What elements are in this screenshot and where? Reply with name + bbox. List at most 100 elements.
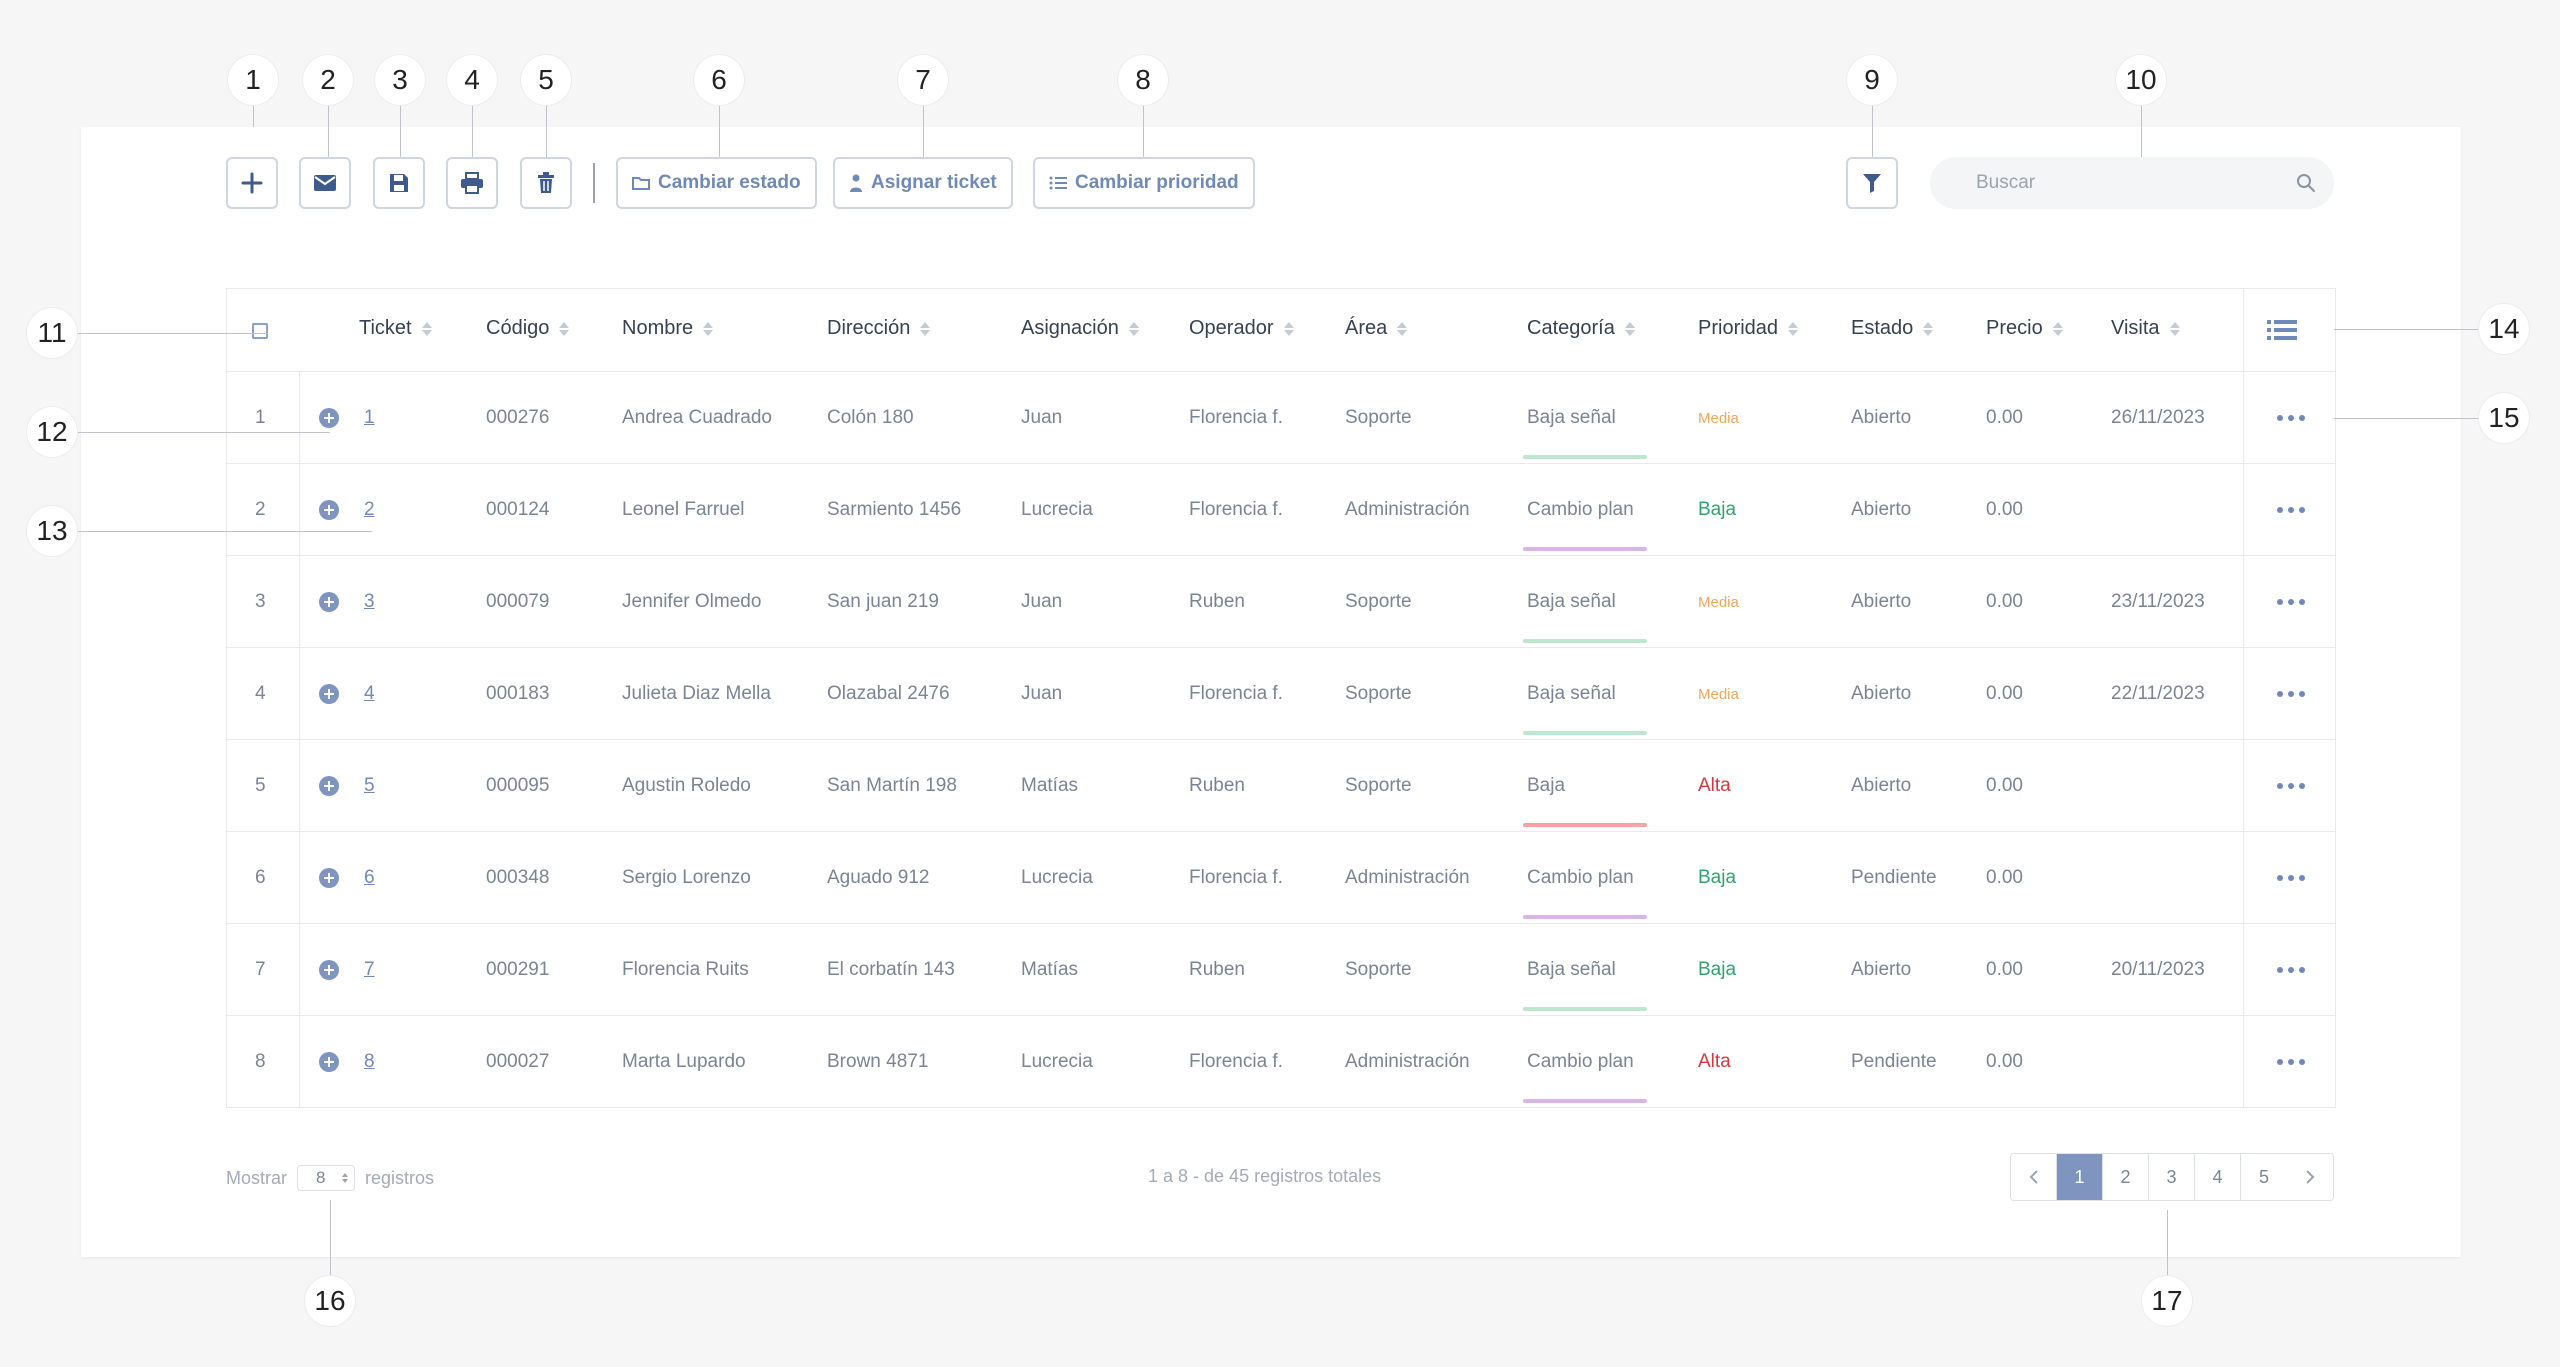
category-indicator <box>1523 1007 1647 1011</box>
assign-ticket-button[interactable]: Asignar ticket <box>833 157 1013 209</box>
table-row[interactable]: 5 5 000095 Agustin Roledo San Martín 198 Matí… <box>227 739 2335 832</box>
code-cell: 000276 <box>486 407 550 428</box>
code-cell: 000095 <box>486 775 550 796</box>
more-options-icon[interactable] <box>2277 875 2305 881</box>
more-options-icon[interactable] <box>2277 599 2305 605</box>
search-box[interactable] <box>1930 157 2334 209</box>
change-priority-button[interactable]: Cambiar prioridad <box>1033 157 1255 209</box>
assignment-cell: Matías <box>1021 775 1079 796</box>
more-options-icon[interactable] <box>2277 507 2305 513</box>
expand-row-icon[interactable] <box>319 868 339 888</box>
ticket-link[interactable]: 4 <box>364 683 375 704</box>
callout-marker: 11 <box>27 308 77 358</box>
email-button[interactable] <box>299 157 351 209</box>
more-options-icon[interactable] <box>2277 783 2305 789</box>
address-cell: Brown 4871 <box>827 1051 929 1072</box>
table-row[interactable]: 1 1 000276 Andrea Cuadrado Colón 180 Juan Flor… <box>227 371 2335 464</box>
expand-row-icon[interactable] <box>319 408 339 428</box>
table-row[interactable]: 7 7 000291 Florencia Ruits El corbatín 143 Ma… <box>227 923 2335 1016</box>
row-index: 1 <box>255 407 266 428</box>
list-icon <box>1049 176 1067 190</box>
stepper-arrows-icon <box>342 1173 349 1183</box>
ticket-link[interactable]: 5 <box>364 775 375 796</box>
sort-icon <box>421 321 432 336</box>
page-button[interactable]: 2 <box>2103 1154 2149 1200</box>
prev-page-button[interactable] <box>2011 1154 2057 1200</box>
select-all-checkbox[interactable] <box>252 323 268 339</box>
sort-icon <box>559 321 570 336</box>
save-button[interactable] <box>373 157 425 209</box>
column-header[interactable]: Estado <box>1851 317 1934 340</box>
name-cell: Florencia Ruits <box>622 959 749 980</box>
column-header[interactable]: Operador <box>1189 317 1294 340</box>
category-indicator <box>1523 1099 1647 1103</box>
column-header[interactable]: Dirección <box>827 317 931 340</box>
expand-row-icon[interactable] <box>319 500 339 520</box>
more-options-icon[interactable] <box>2277 967 2305 973</box>
operator-cell: Ruben <box>1189 775 1245 796</box>
column-header[interactable]: Área <box>1345 317 1408 340</box>
page-button[interactable]: 5 <box>2241 1154 2287 1200</box>
expand-row-icon[interactable] <box>319 1052 339 1072</box>
search-input[interactable] <box>1974 171 2296 195</box>
column-header[interactable]: Visita <box>2111 317 2180 340</box>
ticket-link[interactable]: 7 <box>364 959 375 980</box>
column-header-label: Visita <box>2111 317 2160 339</box>
callout-marker: 9 <box>1847 55 1897 105</box>
priority-cell: Alta <box>1698 775 1731 796</box>
table-row[interactable]: 3 3 000079 Jennifer Olmedo San juan 219 Juan R… <box>227 555 2335 648</box>
area-cell: Administración <box>1345 499 1470 520</box>
ticket-link[interactable]: 2 <box>364 499 375 520</box>
page-button[interactable]: 4 <box>2195 1154 2241 1200</box>
delete-button[interactable] <box>520 157 572 209</box>
ticket-link[interactable]: 8 <box>364 1051 375 1072</box>
column-header[interactable]: Precio <box>1986 317 2063 340</box>
more-options-icon[interactable] <box>2277 691 2305 697</box>
add-button[interactable] <box>226 157 278 209</box>
page-size-select[interactable]: 8 <box>297 1165 356 1191</box>
column-header[interactable]: Código <box>486 317 570 340</box>
change-status-button[interactable]: Cambiar estado <box>616 157 817 209</box>
ticket-link[interactable]: 3 <box>364 591 375 612</box>
callout-leader-line <box>52 432 330 433</box>
callout-leader-line <box>546 80 547 157</box>
area-cell: Soporte <box>1345 775 1412 796</box>
expand-row-icon[interactable] <box>319 960 339 980</box>
table-row[interactable]: 8 8 000027 Marta Lupardo Brown 4871 Lucrecia F… <box>227 1015 2335 1107</box>
column-header-label: Operador <box>1189 317 1274 339</box>
more-options-icon[interactable] <box>2277 1059 2305 1065</box>
expand-row-icon[interactable] <box>319 776 339 796</box>
page-button[interactable]: 1 <box>2057 1154 2103 1200</box>
search-icon[interactable] <box>2296 173 2316 193</box>
table-row[interactable]: 2 2 000124 Leonel Farruel Sarmiento 1456 Lucr… <box>227 463 2335 556</box>
callout-marker: 4 <box>447 55 497 105</box>
ticket-link[interactable]: 1 <box>364 407 375 428</box>
visit-cell: 22/11/2023 <box>2111 683 2205 704</box>
status-cell: Abierto <box>1851 959 1912 980</box>
table-row[interactable]: 4 4 000183 Julieta Diaz Mella Olazabal 2476 J… <box>227 647 2335 740</box>
expand-row-icon[interactable] <box>319 592 339 612</box>
table-row[interactable]: 6 6 000348 Sergio Lorenzo Aguado 912 Lucrecia… <box>227 831 2335 924</box>
price-cell: 0.00 <box>1986 775 2023 796</box>
page-button[interactable]: 3 <box>2149 1154 2195 1200</box>
column-header[interactable]: Ticket <box>359 317 432 340</box>
row-index: 7 <box>255 959 266 980</box>
column-header[interactable]: Nombre <box>622 317 714 340</box>
more-options-icon[interactable] <box>2277 415 2305 421</box>
status-cell: Pendiente <box>1851 1051 1937 1072</box>
callout-marker: 12 <box>27 407 77 457</box>
code-cell: 000348 <box>486 867 550 888</box>
print-button[interactable] <box>446 157 498 209</box>
visit-cell: 20/11/2023 <box>2111 959 2205 980</box>
priority-cell: Baja <box>1698 867 1737 888</box>
column-header[interactable]: Categoría <box>1527 317 1635 340</box>
expand-row-icon[interactable] <box>319 684 339 704</box>
column-header[interactable]: Asignación <box>1021 317 1139 340</box>
folder-icon <box>632 177 650 190</box>
next-page-button[interactable] <box>2287 1154 2333 1200</box>
ticket-link[interactable]: 6 <box>364 867 375 888</box>
column-menu-icon[interactable] <box>2267 317 2297 343</box>
status-cell: Abierto <box>1851 775 1912 796</box>
column-header[interactable]: Prioridad <box>1698 317 1799 340</box>
filter-button[interactable] <box>1846 157 1898 209</box>
